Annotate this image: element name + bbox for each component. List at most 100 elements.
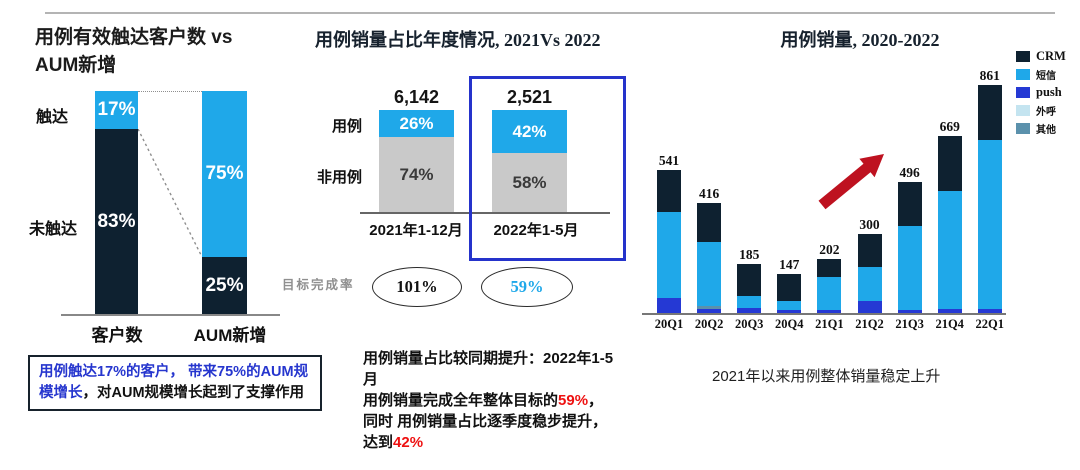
bar-value-label-21Q3: 496 bbox=[899, 164, 920, 180]
segment-customers-untouched: 83% bbox=[95, 129, 138, 315]
target-completion-label: 目标完成率 bbox=[282, 278, 355, 292]
legend-label: CRM bbox=[1036, 48, 1066, 63]
row-label-untouched: 未触达 bbox=[28, 221, 77, 238]
left-chart-title-line2: AUM新增 bbox=[35, 55, 117, 76]
bar-value-label-20Q4: 147 bbox=[779, 257, 800, 273]
x-tick-label-20Q4: 20Q4 bbox=[775, 317, 804, 331]
middle-chart-title: 用例销量占比年度情况, 2021Vs 2022 bbox=[315, 30, 601, 50]
bar-2022-total: 2,521 bbox=[506, 87, 553, 107]
x-tick-label-20Q1: 20Q1 bbox=[654, 317, 684, 331]
middle-note-text: 用例销量占比较同期提升：2022年1-5 月 用例销量完成全年整体目标的59%，… bbox=[363, 348, 665, 453]
segment-CRM bbox=[777, 274, 802, 302]
right-chart-caption: 2021年以来用例整体销量稳定上升 bbox=[712, 368, 941, 385]
x-label-2022-period: 2022年1-5月 bbox=[493, 222, 579, 239]
target-rate-oval-2022: 59% bbox=[481, 267, 573, 307]
legend-item-短信: 短信 bbox=[1016, 68, 1078, 82]
segment-value-label: 17% bbox=[97, 99, 136, 120]
segment-CRM bbox=[937, 135, 962, 191]
segment-value-label: 26% bbox=[399, 113, 434, 133]
middle-note-line5: 达到42% bbox=[363, 434, 424, 451]
segment-value-label: 58% bbox=[512, 173, 547, 192]
segment-CRM bbox=[697, 202, 722, 242]
segment-value-label: 25% bbox=[205, 275, 244, 296]
segment-value-label: 42% bbox=[512, 121, 547, 141]
left-note-rest: ，对AUM规模增长起到了支撑作用 bbox=[82, 385, 305, 402]
row-label-case: 用例 bbox=[331, 118, 362, 135]
segment-customers-touched: 17% bbox=[95, 91, 138, 129]
left-note-highlight: 用例触达17%的客户， 带来75%的AUM规模增长 bbox=[39, 364, 309, 402]
segment-value-label: 83% bbox=[97, 211, 136, 232]
bar-value-label-20Q3: 185 bbox=[739, 246, 760, 262]
segment-短信 bbox=[777, 301, 802, 311]
segment-CRM bbox=[817, 259, 842, 278]
stacked-bar-20Q3 bbox=[737, 263, 762, 313]
legend-item-外呼: 外呼 bbox=[1016, 104, 1078, 118]
segment-CRM bbox=[737, 263, 762, 296]
x-tick-label-21Q4: 21Q4 bbox=[935, 317, 964, 331]
legend-swatch-其他 bbox=[1016, 122, 1030, 134]
bar-aum-growth: 75% 25% bbox=[202, 91, 247, 315]
segment-aum-touched: 75% bbox=[202, 91, 247, 257]
segment-其他 bbox=[697, 306, 722, 309]
segment-2022-non-case: 58% bbox=[492, 153, 567, 213]
stacked-bar-20Q4 bbox=[777, 274, 802, 313]
segment-push bbox=[977, 309, 1002, 313]
middle-note-line1: 用例销量占比较同期提升：2022年1-5 bbox=[363, 350, 614, 367]
segment-短信 bbox=[977, 140, 1002, 309]
bar-customers: 17% 83% bbox=[95, 91, 138, 315]
segment-push bbox=[857, 301, 882, 313]
bar-2022: 42% 58% bbox=[492, 110, 567, 213]
segment-短信 bbox=[697, 241, 722, 307]
segment-2022-case: 42% bbox=[492, 110, 567, 153]
middle-chart-x-axis bbox=[360, 212, 610, 214]
legend-label: push bbox=[1036, 84, 1062, 99]
target-rate-oval-2021: 101% bbox=[372, 267, 462, 307]
stacked-bar-21Q2 bbox=[857, 233, 882, 314]
legend-label: 外呼 bbox=[1036, 106, 1056, 118]
bar-value-label-20Q1: 541 bbox=[658, 152, 680, 168]
segment-短信 bbox=[817, 277, 842, 310]
segment-aum-untouched: 25% bbox=[202, 257, 247, 315]
x-label-customers: 客户数 bbox=[91, 326, 143, 345]
segment-push bbox=[657, 298, 681, 313]
stacked-bar-21Q4 bbox=[937, 135, 962, 313]
stacked-bar-21Q3 bbox=[897, 181, 922, 313]
segment-短信 bbox=[937, 190, 962, 309]
left-chart-title-line1: 用例有效触达客户数 vs bbox=[35, 27, 233, 48]
stacked-bar-20Q2 bbox=[697, 202, 722, 313]
segment-短信 bbox=[657, 212, 681, 299]
right-chart-legend: CRM 短信 push 外呼其他 bbox=[1016, 48, 1078, 140]
middle-note-line2: 月 bbox=[363, 371, 379, 388]
left-note-box: 用例触达17%的客户， 带来75%的AUM规模增长，对AUM规模增长起到了支撑作… bbox=[28, 355, 322, 412]
x-tick-label-20Q3: 20Q3 bbox=[734, 317, 764, 331]
right-chart-title: 用例销量, 2020-2022 bbox=[780, 30, 940, 50]
left-chart-x-axis bbox=[61, 314, 280, 316]
x-label-aum-growth: AUM新增 bbox=[193, 326, 267, 345]
legend-swatch-CRM bbox=[1016, 50, 1030, 62]
segment-push bbox=[897, 310, 922, 313]
top-divider-line bbox=[45, 12, 1055, 14]
segment-短信 bbox=[857, 266, 882, 302]
legend-swatch-短信 bbox=[1016, 68, 1030, 80]
segment-push bbox=[737, 307, 762, 313]
right-chart-x-axis bbox=[642, 313, 1006, 315]
bar-value-label-22Q1: 861 bbox=[979, 67, 1000, 83]
stacked-bar-22Q1 bbox=[977, 84, 1002, 313]
row-label-non-case: 非用例 bbox=[316, 169, 362, 186]
segment-2021-non-case: 74% bbox=[379, 137, 454, 213]
middle-note-line3: 用例销量完成全年整体目标的59%， bbox=[363, 392, 604, 409]
legend-label: 短信 bbox=[1036, 70, 1056, 82]
bar-value-label-21Q2: 300 bbox=[859, 216, 880, 232]
stacked-bar-20Q1 bbox=[657, 169, 681, 313]
bar-2021: 26% 74% bbox=[379, 110, 454, 213]
x-tick-label-22Q1: 22Q1 bbox=[975, 317, 1005, 331]
segment-push bbox=[777, 310, 802, 313]
segment-CRM bbox=[857, 233, 882, 267]
legend-swatch-外呼 bbox=[1016, 104, 1030, 116]
x-tick-label-20Q2: 20Q2 bbox=[694, 317, 724, 331]
segment-value-label: 74% bbox=[399, 165, 434, 184]
segment-2021-case: 26% bbox=[379, 110, 454, 137]
bar-value-label-21Q4: 669 bbox=[939, 118, 960, 134]
legend-label: 其他 bbox=[1036, 124, 1056, 136]
